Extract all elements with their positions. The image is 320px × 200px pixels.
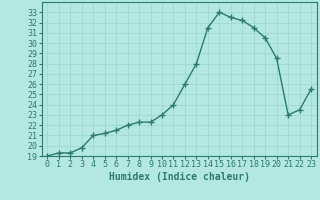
X-axis label: Humidex (Indice chaleur): Humidex (Indice chaleur) <box>109 172 250 182</box>
